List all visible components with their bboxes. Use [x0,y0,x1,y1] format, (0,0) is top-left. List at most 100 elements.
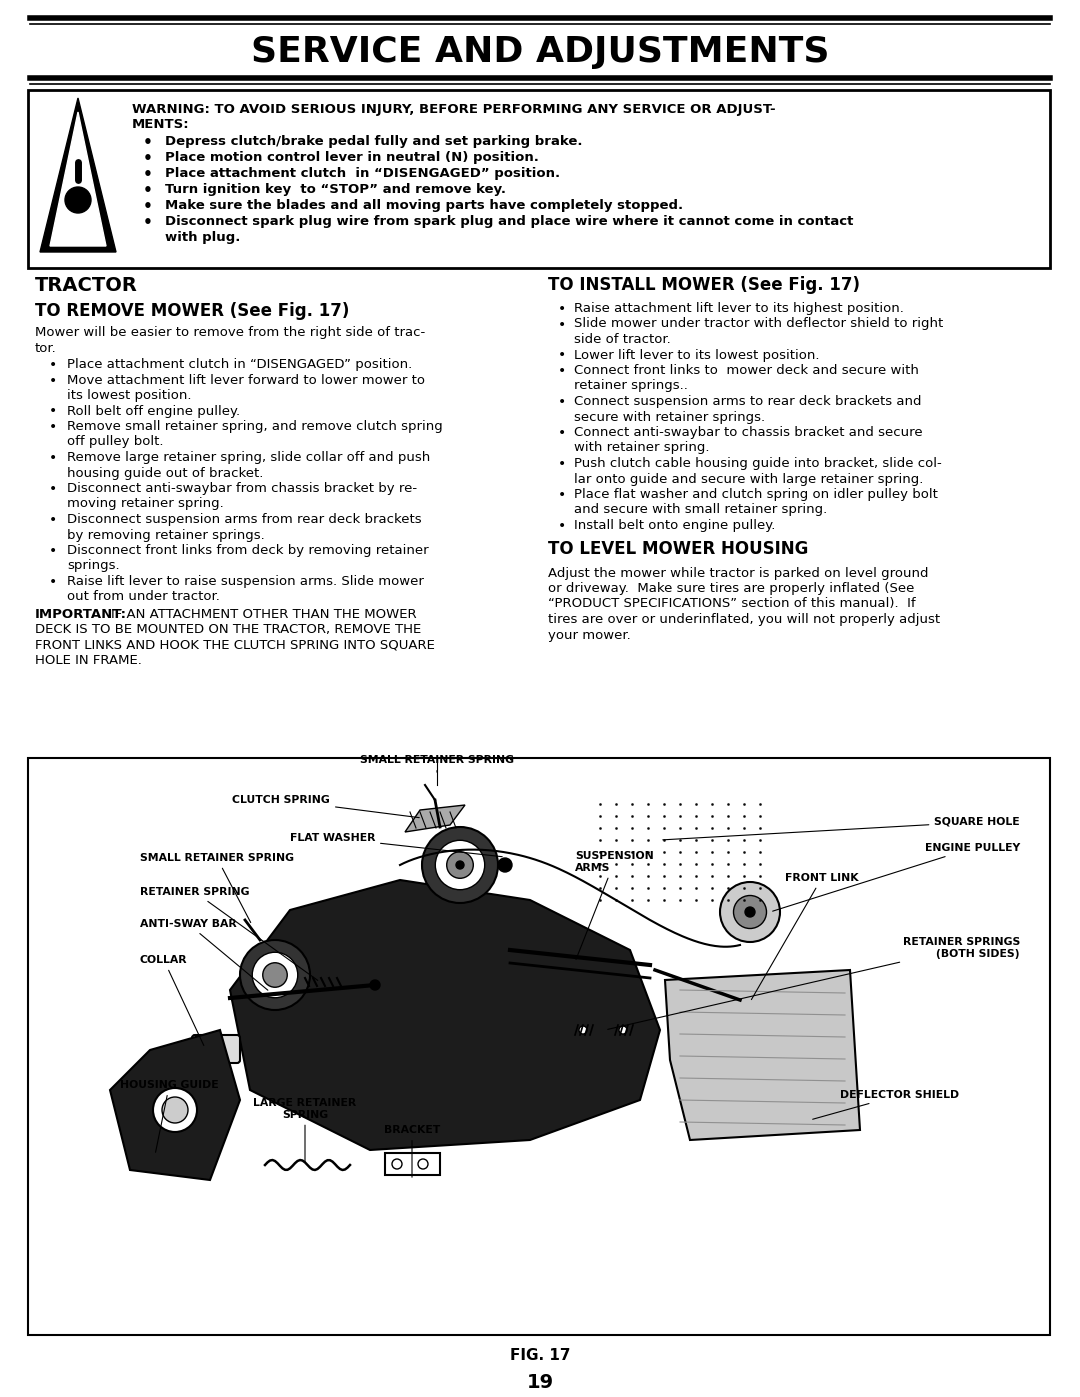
Text: Raise attachment lift lever to its highest position.: Raise attachment lift lever to its highe… [573,302,904,314]
Text: housing guide out of bracket.: housing guide out of bracket. [67,467,264,479]
Text: Connect anti-swaybar to chassis bracket and secure: Connect anti-swaybar to chassis bracket … [573,426,922,439]
Text: LARGE RETAINER
SPRING: LARGE RETAINER SPRING [254,1098,356,1162]
Text: •: • [143,168,153,182]
Text: BRACKET: BRACKET [383,1125,441,1178]
Text: Disconnect front links from deck by removing retainer: Disconnect front links from deck by remo… [67,543,429,557]
Text: TRACTOR: TRACTOR [35,277,138,295]
Circle shape [745,907,755,916]
Polygon shape [50,112,106,246]
Polygon shape [230,880,660,1150]
Text: •: • [49,482,57,496]
Circle shape [162,1097,188,1123]
Circle shape [65,187,91,212]
Circle shape [253,953,298,997]
Text: HOUSING GUIDE: HOUSING GUIDE [120,1080,218,1153]
Text: TO LEVEL MOWER HOUSING: TO LEVEL MOWER HOUSING [548,541,808,559]
Text: FIG. 17: FIG. 17 [510,1348,570,1362]
Bar [28,759,1050,1336]
Circle shape [751,1004,759,1011]
Polygon shape [110,1030,240,1180]
Text: •: • [558,365,566,379]
Text: •: • [558,457,566,471]
Circle shape [240,940,310,1010]
Text: Remove large retainer spring, slide collar off and push: Remove large retainer spring, slide coll… [67,451,430,464]
Text: •: • [49,358,57,372]
Text: springs.: springs. [67,560,120,573]
Text: Move attachment lift lever forward to lower mower to: Move attachment lift lever forward to lo… [67,373,426,387]
Text: SERVICE AND ADJUSTMENTS: SERVICE AND ADJUSTMENTS [251,35,829,68]
Circle shape [435,841,485,890]
Text: FRONT LINKS AND HOOK THE CLUTCH SPRING INTO SQUARE: FRONT LINKS AND HOOK THE CLUTCH SPRING I… [35,638,435,652]
Text: Place attachment clutch in “DISENGAGED” position.: Place attachment clutch in “DISENGAGED” … [67,358,413,372]
Text: Disconnect suspension arms from rear deck brackets: Disconnect suspension arms from rear dec… [67,513,421,527]
Circle shape [733,895,767,929]
Text: Lower lift lever to its lowest position.: Lower lift lever to its lowest position. [573,348,820,362]
Text: •: • [143,151,153,166]
Text: Place motion control lever in neutral (N) position.: Place motion control lever in neutral (N… [165,151,539,163]
Text: Disconnect spark plug wire from spark plug and place wire where it cannot come i: Disconnect spark plug wire from spark pl… [165,215,853,228]
Circle shape [579,1025,588,1034]
Bar [384,1153,440,1175]
Text: with retainer spring.: with retainer spring. [573,441,710,454]
Text: Connect front links to  mower deck and secure with: Connect front links to mower deck and se… [573,365,919,377]
Circle shape [498,858,512,872]
Text: your mower.: your mower. [548,629,631,641]
Text: ENGINE PULLEY: ENGINE PULLEY [772,842,1020,911]
Text: TO REMOVE MOWER (See Fig. 17): TO REMOVE MOWER (See Fig. 17) [35,302,349,320]
Text: with plug.: with plug. [165,231,241,244]
Text: •: • [558,348,566,362]
Circle shape [418,1160,428,1169]
Text: •: • [49,543,57,557]
Polygon shape [665,970,860,1140]
Text: •: • [49,373,57,387]
Text: tires are over or underinflated, you will not properly adjust: tires are over or underinflated, you wil… [548,613,940,626]
Text: •: • [558,395,566,409]
Text: Place flat washer and clutch spring on idler pulley bolt: Place flat washer and clutch spring on i… [573,488,937,502]
Text: •: • [143,198,153,214]
Text: ANTI-SWAY BAR: ANTI-SWAY BAR [140,919,268,990]
Text: SMALL RETAINER SPRING: SMALL RETAINER SPRING [360,754,514,773]
Text: •: • [49,576,57,590]
Text: moving retainer spring.: moving retainer spring. [67,497,224,510]
Text: “PRODUCT SPECIFICATIONS” section of this manual).  If: “PRODUCT SPECIFICATIONS” section of this… [548,598,916,610]
Text: IMPORTANT:: IMPORTANT: [35,608,127,622]
Text: •: • [143,183,153,198]
Text: •: • [143,215,153,231]
Text: Remove small retainer spring, and remove clutch spring: Remove small retainer spring, and remove… [67,420,443,433]
Text: DECK IS TO BE MOUNTED ON THE TRACTOR, REMOVE THE: DECK IS TO BE MOUNTED ON THE TRACTOR, RE… [35,623,421,637]
Text: Raise lift lever to raise suspension arms. Slide mower: Raise lift lever to raise suspension arm… [67,576,423,588]
Text: side of tractor.: side of tractor. [573,332,671,346]
Text: •: • [558,426,566,440]
Text: its lowest position.: its lowest position. [67,388,191,402]
Circle shape [456,861,464,869]
Text: TO INSTALL MOWER (See Fig. 17): TO INSTALL MOWER (See Fig. 17) [548,277,860,293]
Text: DEFLECTOR SHIELD: DEFLECTOR SHIELD [812,1090,959,1119]
Text: SUSPENSION
ARMS: SUSPENSION ARMS [575,851,653,960]
Text: Depress clutch/brake pedal fully and set parking brake.: Depress clutch/brake pedal fully and set… [165,136,582,148]
Text: •: • [49,405,57,419]
Text: Adjust the mower while tractor is parked on level ground: Adjust the mower while tractor is parked… [548,567,929,580]
Text: secure with retainer springs.: secure with retainer springs. [573,411,765,423]
Polygon shape [405,805,465,833]
Text: off pulley bolt.: off pulley bolt. [67,436,163,448]
Text: •: • [143,136,153,149]
Text: RETAINER SPRINGS
(BOTH SIDES): RETAINER SPRINGS (BOTH SIDES) [608,937,1020,1030]
Text: Place attachment clutch  in “DISENGAGED” position.: Place attachment clutch in “DISENGAGED” … [165,168,561,180]
Text: Make sure the blades and all moving parts have completely stopped.: Make sure the blades and all moving part… [165,198,684,212]
Polygon shape [40,98,116,251]
Text: out from under tractor.: out from under tractor. [67,591,220,604]
Text: tor.: tor. [35,342,57,355]
Text: by removing retainer springs.: by removing retainer springs. [67,528,265,542]
Text: IF AN ATTACHMENT OTHER THAN THE MOWER: IF AN ATTACHMENT OTHER THAN THE MOWER [111,608,417,622]
Text: SMALL RETAINER SPRING: SMALL RETAINER SPRING [140,854,294,922]
Text: FRONT LINK: FRONT LINK [752,873,859,1000]
Text: •: • [49,513,57,527]
Text: Roll belt off engine pulley.: Roll belt off engine pulley. [67,405,240,418]
Circle shape [447,852,473,879]
Text: •: • [558,488,566,502]
Bar [28,89,1050,268]
Text: Disconnect anti-swaybar from chassis bracket by re-: Disconnect anti-swaybar from chassis bra… [67,482,417,495]
Text: •: • [558,317,566,331]
Circle shape [153,1088,197,1132]
Circle shape [262,963,287,988]
